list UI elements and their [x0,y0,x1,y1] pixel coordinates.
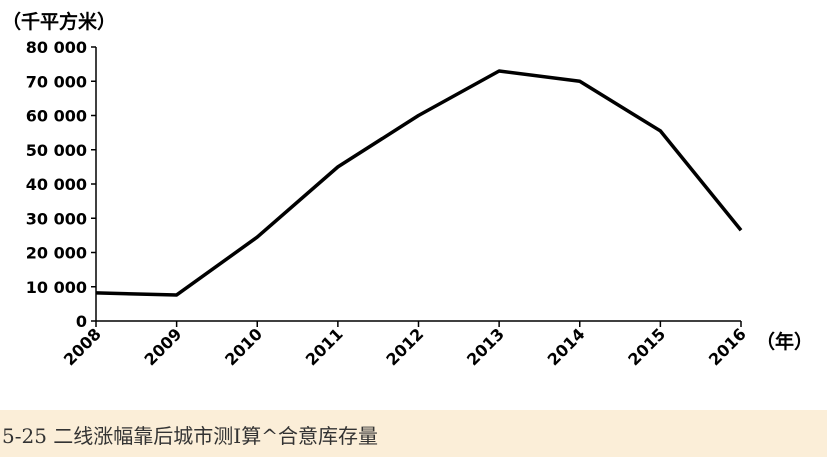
y-tick-label: 80 000 [26,38,87,57]
y-tick-label: 50 000 [26,141,87,160]
y-tick-label: 70 000 [26,72,87,91]
caption-bar: 5-25 二线涨幅靠后城市测I算^合意库存量 [0,410,827,457]
y-tick-label: 20 000 [26,244,87,263]
x-axis-unit: （年） [756,330,813,353]
x-tick-label: 2015 [624,324,669,369]
y-tick-label: 10 000 [26,278,87,297]
x-tick-label: 2008 [60,324,105,369]
x-tick-label: 2013 [463,324,508,369]
x-tick-label: 2016 [705,324,750,369]
series-line [96,71,741,295]
y-tick-label: 0 [76,312,87,331]
x-tick-label: 2011 [302,324,347,369]
x-tick-label: 2010 [221,324,266,369]
y-axis-title: （千平方米） [2,10,116,33]
figure-caption: 5-25 二线涨幅靠后城市测I算^合意库存量 [2,420,378,449]
y-tick-label: 40 000 [26,175,87,194]
line-chart: （千平方米） 0 10 000 20 000 30 000 40 000 50 000 60… [0,0,827,410]
x-tick-label: 2012 [382,324,427,369]
y-tick-label: 60 000 [26,107,87,126]
y-axis-ticks: 0 10 000 20 000 30 000 40 000 50 000 60 000 70 … [26,38,96,331]
x-axis-ticks: 2008 2009 2010 2011 2012 2013 2014 2015 2016 [60,321,750,369]
x-tick-label: 2014 [544,324,589,369]
x-tick-label: 2009 [141,324,186,369]
y-tick-label: 30 000 [26,209,87,228]
